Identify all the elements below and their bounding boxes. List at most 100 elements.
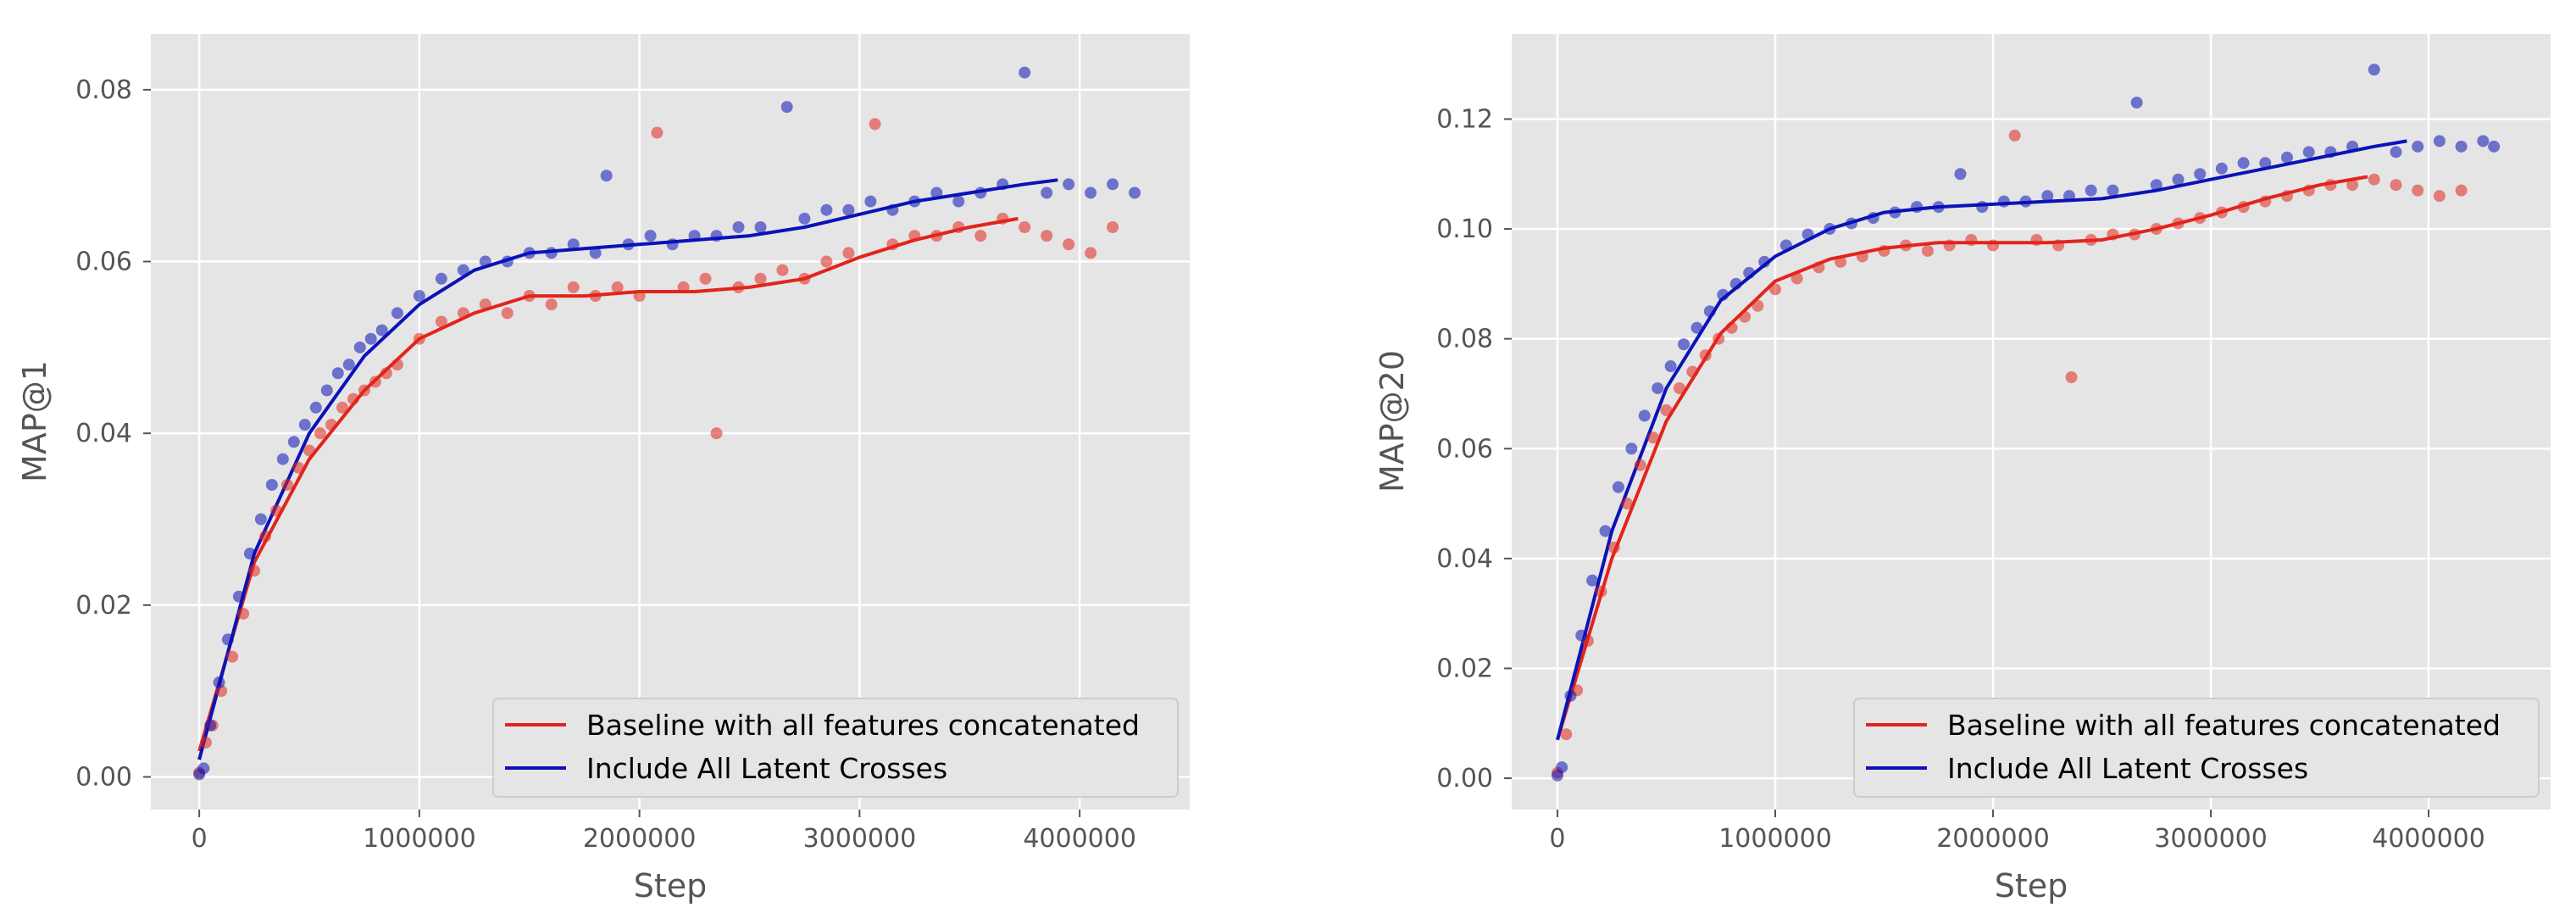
y-tick-label: 0.02 bbox=[75, 591, 132, 621]
data-point-baseline bbox=[633, 290, 646, 303]
data-point-baseline bbox=[677, 281, 690, 293]
data-point-baseline bbox=[732, 281, 745, 293]
data-point-baseline bbox=[2129, 228, 2141, 241]
data-point-latent-crosses bbox=[254, 513, 267, 526]
data-point-latent-crosses bbox=[1779, 239, 1792, 252]
data-point-latent-crosses bbox=[501, 255, 514, 268]
data-point-latent-crosses bbox=[2281, 151, 2294, 164]
data-point-latent-crosses bbox=[204, 719, 217, 732]
x-tick-label: 4000000 bbox=[2372, 824, 2485, 854]
data-point-latent-crosses bbox=[1932, 201, 1945, 214]
tick-labels: 0 1000000 2000000 3000000 4000000 0.00 0.02 0.0… bbox=[1436, 104, 2485, 854]
data-point-baseline bbox=[1768, 283, 1781, 296]
data-point-baseline bbox=[886, 238, 899, 251]
data-point-baseline bbox=[1634, 459, 1646, 471]
x-tick-label: 0 bbox=[1549, 824, 1565, 854]
x-tick-label: 1000000 bbox=[363, 824, 476, 854]
data-point-baseline bbox=[842, 247, 855, 259]
data-point-baseline bbox=[2237, 201, 2250, 214]
data-point-latent-crosses bbox=[1911, 201, 1924, 214]
data-point-baseline bbox=[413, 332, 425, 345]
data-point-baseline bbox=[1607, 541, 1620, 554]
data-point-latent-crosses bbox=[457, 264, 469, 276]
data-point-latent-crosses bbox=[2488, 140, 2501, 153]
data-point-latent-crosses bbox=[213, 676, 225, 689]
data-point-baseline bbox=[699, 272, 712, 285]
data-point-baseline bbox=[1660, 404, 1673, 416]
chart-map1: 0 1000000 2000000 3000000 4000000 0.00 0.02 0.0… bbox=[16, 34, 1190, 905]
data-point-latent-crosses bbox=[2259, 157, 2272, 170]
y-axis-label: MAP@20 bbox=[1374, 350, 1411, 493]
data-point-baseline bbox=[259, 530, 272, 543]
data-point-baseline bbox=[2172, 217, 2185, 230]
y-tick-label: 0.04 bbox=[1436, 544, 1493, 574]
data-point-latent-crosses bbox=[952, 195, 965, 208]
data-point-baseline bbox=[2150, 223, 2162, 236]
data-point-latent-crosses bbox=[1599, 525, 1612, 537]
y-tick-label: 0.02 bbox=[1436, 654, 1493, 683]
data-point-latent-crosses bbox=[2062, 190, 2075, 203]
data-point-latent-crosses bbox=[243, 548, 256, 560]
data-point-latent-crosses bbox=[2412, 140, 2424, 153]
y-tick-label: 0.00 bbox=[75, 762, 132, 792]
data-point-latent-crosses bbox=[2237, 157, 2250, 170]
data-point-latent-crosses bbox=[287, 436, 300, 448]
data-point-baseline bbox=[1739, 310, 1752, 323]
data-point-latent-crosses bbox=[600, 170, 613, 182]
data-point-baseline bbox=[1752, 299, 1764, 312]
data-point-latent-crosses bbox=[1758, 255, 1771, 268]
data-point-latent-crosses bbox=[2433, 135, 2446, 148]
data-point-latent-crosses bbox=[1743, 266, 1756, 279]
data-point-latent-crosses bbox=[2194, 168, 2207, 181]
data-point-baseline bbox=[776, 264, 789, 276]
data-point-latent-crosses bbox=[1586, 574, 1599, 587]
data-point-baseline bbox=[930, 230, 943, 242]
data-point-baseline bbox=[1107, 220, 1119, 233]
legend: Baseline with all features concatenated … bbox=[492, 698, 1179, 798]
data-point-latent-crosses bbox=[1802, 228, 1814, 241]
data-point-latent-crosses bbox=[732, 220, 745, 233]
data-point-latent-crosses bbox=[545, 247, 558, 259]
data-point-baseline bbox=[479, 298, 491, 311]
data-point-baseline bbox=[1713, 332, 1725, 345]
y-tick-label: 0.00 bbox=[1436, 764, 1493, 793]
data-point-baseline bbox=[545, 298, 558, 311]
y-tick-label: 0.08 bbox=[75, 75, 132, 105]
data-point-baseline bbox=[1900, 239, 1913, 252]
data-point-latent-crosses bbox=[666, 238, 679, 251]
data-point-latent-crosses bbox=[1063, 178, 1075, 191]
plot-background bbox=[1512, 34, 2551, 810]
data-point-baseline bbox=[281, 478, 294, 491]
data-point-latent-crosses bbox=[1889, 206, 1901, 219]
data-point-latent-crosses bbox=[1954, 168, 1967, 181]
data-point-baseline bbox=[2281, 190, 2294, 203]
data-point-latent-crosses bbox=[2477, 135, 2490, 148]
y-tick-label: 0.10 bbox=[1436, 214, 1493, 244]
data-point-latent-crosses bbox=[1824, 223, 1836, 236]
data-point-latent-crosses bbox=[197, 762, 210, 775]
data-point-latent-crosses bbox=[622, 238, 635, 251]
data-point-latent-crosses bbox=[523, 247, 536, 259]
data-point-latent-crosses bbox=[2130, 97, 2143, 109]
data-point-baseline bbox=[1921, 244, 1934, 257]
x-tick-label: 0 bbox=[192, 824, 208, 854]
data-point-latent-crosses bbox=[331, 367, 344, 380]
data-point-baseline bbox=[347, 392, 359, 405]
data-point-baseline bbox=[611, 281, 624, 293]
data-point-baseline bbox=[798, 272, 811, 285]
data-point-baseline bbox=[2346, 179, 2359, 192]
data-point-latent-crosses bbox=[1129, 186, 1141, 199]
data-point-baseline bbox=[2030, 234, 2043, 247]
data-point-baseline bbox=[2194, 212, 2207, 225]
data-point-latent-crosses bbox=[1625, 443, 1638, 455]
data-point-latent-crosses bbox=[1638, 409, 1651, 422]
data-point-latent-crosses bbox=[2041, 190, 2054, 203]
data-point-baseline bbox=[358, 384, 370, 397]
data-point-latent-crosses bbox=[2390, 146, 2402, 159]
data-point-latent-crosses bbox=[1019, 66, 1031, 79]
data-point-latent-crosses bbox=[1664, 360, 1677, 373]
data-point-baseline bbox=[974, 230, 987, 242]
trend-line-latent-crosses bbox=[197, 178, 1058, 760]
data-point-latent-crosses bbox=[780, 101, 793, 114]
